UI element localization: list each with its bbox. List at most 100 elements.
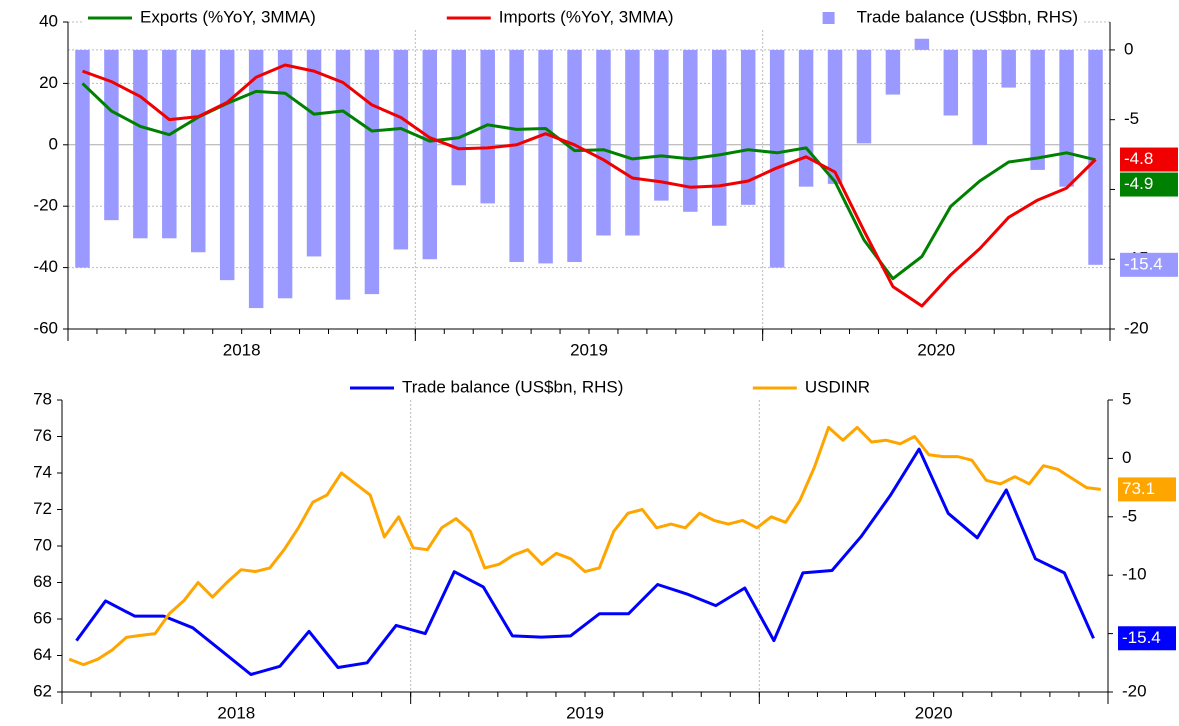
- line-series: [75, 447, 1095, 676]
- legend-symbol: [822, 12, 835, 24]
- legend-bg: [344, 377, 876, 399]
- end-label-box: [1120, 252, 1178, 277]
- bar: [133, 49, 148, 239]
- y2-tick-label: -10: [1122, 565, 1147, 584]
- line-series: [81, 82, 1096, 281]
- y-tick-label: -60: [33, 318, 58, 337]
- end-label: -4.9: [1120, 172, 1178, 197]
- y-tick-label: 64: [33, 645, 52, 664]
- y2-tick-label: -5: [1124, 109, 1139, 128]
- y2-tick-label: 0: [1124, 39, 1133, 58]
- y-tick-label: 76: [33, 426, 52, 445]
- legend-item: USDINR: [752, 377, 870, 396]
- line-series: [81, 63, 1097, 308]
- legend-item: Trade balance (US$bn, RHS): [350, 377, 623, 396]
- bar: [712, 49, 727, 226]
- legend-item: Imports (%YoY, 3MMA): [446, 7, 674, 26]
- bar: [277, 49, 293, 299]
- end-label-text: 73.1: [1122, 479, 1155, 498]
- bar: [306, 49, 322, 257]
- bar: [654, 49, 669, 201]
- bar: [451, 49, 466, 186]
- bar: [393, 49, 409, 250]
- bar: [162, 49, 177, 239]
- bar: [1001, 49, 1016, 88]
- end-label-box: [1118, 626, 1176, 651]
- end-label-box: [1120, 147, 1178, 172]
- end-label-box: [1118, 477, 1176, 502]
- x-tick-label: 2018: [217, 703, 255, 722]
- line-series: [68, 425, 1101, 667]
- bar: [885, 49, 901, 95]
- bar: [914, 38, 930, 50]
- bar: [104, 49, 119, 221]
- end-label-text: -4.8: [1124, 149, 1153, 168]
- x-tick-label: 2018: [223, 340, 261, 359]
- x-tick-label: 2020: [915, 703, 953, 722]
- y-tick-label: 70: [33, 535, 52, 554]
- bar: [740, 49, 756, 205]
- bar: [480, 49, 495, 204]
- y-tick-label: 0: [49, 134, 58, 153]
- bar: [625, 49, 640, 236]
- legend-item: Exports (%YoY, 3MMA): [88, 7, 316, 26]
- bar: [191, 49, 206, 253]
- y2-tick-label: -20: [1124, 318, 1149, 337]
- bar: [972, 49, 987, 145]
- y2-tick-label: -20: [1122, 681, 1147, 700]
- bar: [1088, 49, 1103, 265]
- y2-tick-label: 5: [1122, 389, 1131, 408]
- bar: [596, 49, 611, 236]
- bar: [769, 49, 785, 268]
- legend-text: USDINR: [805, 377, 870, 396]
- end-label: -15.4: [1120, 252, 1178, 277]
- x-tick-label: 2020: [917, 340, 955, 359]
- y-tick-label: 20: [39, 73, 58, 92]
- bar: [798, 49, 814, 187]
- bar: [856, 49, 872, 144]
- bar: [567, 49, 582, 263]
- y-tick-label: 68: [33, 572, 52, 591]
- y-tick-label: 66: [33, 608, 52, 627]
- x-tick-label: 2019: [566, 703, 604, 722]
- y-tick-label: 74: [33, 462, 52, 481]
- legend: Trade balance (US$bn, RHS) USDINR: [344, 377, 876, 399]
- bar: [364, 49, 380, 295]
- legend-item: Trade balance (US$bn, RHS): [822, 7, 1078, 26]
- legend-text: Exports (%YoY, 3MMA): [140, 7, 316, 26]
- y-tick-label: 72: [33, 499, 52, 518]
- end-label: -4.8: [1120, 147, 1178, 172]
- end-label-text: -15.4: [1122, 628, 1161, 647]
- legend-text: Trade balance (US$bn, RHS): [402, 377, 623, 396]
- y-tick-label: -20: [33, 196, 58, 215]
- bar: [1059, 49, 1074, 187]
- y-tick-label: -40: [33, 257, 58, 276]
- bar: [75, 49, 90, 268]
- y2-tick-label: -5: [1122, 506, 1137, 525]
- bar: [1030, 49, 1045, 170]
- bar: [538, 49, 553, 264]
- y-tick-label: 62: [33, 681, 52, 700]
- bar: [248, 49, 264, 309]
- bar: [943, 49, 959, 116]
- bar: [683, 49, 698, 212]
- x-tick-label: 2019: [570, 340, 608, 359]
- legend: Exports (%YoY, 3MMA) Imports (%YoY, 3MMA)…: [82, 7, 1084, 29]
- end-label-text: -15.4: [1124, 254, 1163, 273]
- panel: 626466687072747678-20-15-10-505201820192…: [33, 389, 1147, 722]
- bar: [422, 49, 438, 260]
- y-tick-label: 40: [39, 11, 58, 30]
- end-label-text: -4.9: [1124, 174, 1153, 193]
- bar: [219, 49, 235, 281]
- end-label-box: [1120, 172, 1178, 197]
- legend-text: Trade balance (US$bn, RHS): [857, 7, 1078, 26]
- end-label: 73.1: [1118, 477, 1176, 502]
- bar: [509, 49, 524, 263]
- y2-tick-label: 0: [1122, 448, 1131, 467]
- bar: [827, 49, 843, 184]
- end-label: -15.4: [1118, 626, 1176, 651]
- legend-text: Imports (%YoY, 3MMA): [499, 7, 674, 26]
- y-tick-label: 78: [33, 389, 52, 408]
